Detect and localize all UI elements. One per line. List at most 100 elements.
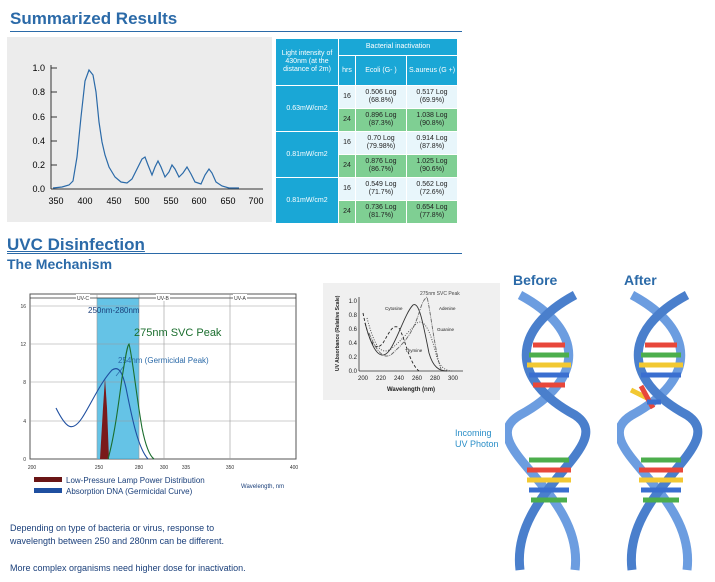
x-tick-label: 260 [412, 376, 423, 382]
y-tick-label: 0.8 [32, 87, 45, 97]
cytosine-label: Cytosine [385, 306, 403, 311]
x-tick-label: 600 [191, 196, 206, 206]
hrs-cell: 16 [338, 177, 356, 201]
saureus-cell: 0.517 Log (69.9%) [406, 85, 458, 109]
ecoli-cell: 0.506 Log (68.8%) [355, 85, 407, 109]
absorbance-chart: 1.0 0.8 0.6 0.4 0.2 0.0 UV Absorbance (R… [323, 283, 500, 400]
lamp-distribution-peak [100, 378, 109, 459]
header-hrs: hrs [338, 55, 356, 86]
y-tick-label: 0.8 [349, 313, 358, 319]
dna-strand [626, 291, 703, 571]
y-tick-label: 4 [23, 419, 26, 425]
x-tick-label: 200 [28, 465, 37, 471]
y-tick-label: 0.4 [32, 136, 45, 146]
x-tick-label: 350 [226, 465, 235, 471]
y-tick-label: 0 [23, 457, 26, 463]
dna-after [617, 291, 703, 571]
y-tick-label: 0.4 [349, 341, 358, 347]
photon-line-1: Incoming [455, 428, 492, 438]
saureus-cell: 1.038 Log (90.8%) [406, 108, 458, 132]
x-tick-label: 700 [248, 196, 263, 206]
spectrum-chart: 1.0 0.8 0.6 0.4 0.2 0.0 350 400 450 500 … [32, 63, 263, 206]
y-tick-label: 8 [23, 380, 26, 386]
x-tick-label: 350 [48, 196, 63, 206]
x-tick-label: 650 [220, 196, 235, 206]
x-tick-label: 250 [95, 465, 104, 471]
absorb-xlabel: Wavelength (nm) [387, 387, 435, 393]
x-tick-label: 450 [106, 196, 121, 206]
before-label: Before [513, 272, 558, 288]
photon-line-2: UV Photon [455, 439, 499, 449]
legend-lamp-swatch [34, 477, 62, 482]
y-tick-label: 16 [20, 304, 26, 310]
absorb-ylabel: UV Absorbance (Relative Scale) [335, 295, 341, 371]
intensity-cell: 0.81mW/cm2 [275, 177, 339, 224]
note-dose: More complex organisms need higher dose … [10, 563, 246, 573]
y-tick-label: 1.0 [349, 299, 358, 305]
thymine-curve [368, 296, 442, 370]
dna-absorption-curve [55, 368, 149, 460]
adenine-label: Adenine [439, 306, 456, 311]
svc-peak-curve [107, 342, 155, 460]
x-tick-label: 500 [134, 196, 149, 206]
section-rule [7, 253, 462, 254]
guanine-curve [366, 317, 454, 372]
ecoli-cell: 0.70 Log (79.98%) [355, 131, 407, 155]
y-tick-label: 1.0 [32, 63, 45, 73]
header-ecoli: Ecoli (G- ) [355, 55, 407, 86]
x-tick-label: 280 [135, 465, 144, 471]
band-uvc-label: UV-C [77, 296, 89, 302]
ecoli-cell: 0.896 Log (87.3%) [355, 108, 407, 132]
legend-dna-label: Absorption DNA (Germicidal Curve) [66, 487, 193, 496]
y-tick-label: 0.6 [32, 112, 45, 122]
x-tick-label: 400 [290, 465, 299, 471]
results-table: Light intensity of 430nm (at the distanc… [275, 38, 458, 224]
adenine-curve [364, 304, 448, 372]
x-tick-label: 300 [448, 376, 459, 382]
header-light-intensity: Light intensity of 430nm (at the distanc… [275, 38, 339, 86]
uv-chart: UV-C UV-B UV-A 250nm-280nm 275nm SVC Pea… [8, 288, 308, 503]
y-tick-label: 0.0 [32, 184, 45, 194]
ecoli-cell: 0.876 Log (86.7%) [355, 154, 407, 178]
note-response: Depending on type of bacteria or virus, … [10, 522, 224, 548]
guanine-label: Guanine [437, 327, 455, 332]
section-subtitle: The Mechanism [7, 256, 113, 272]
section-title-uvc: UVC Disinfection [7, 235, 145, 254]
hrs-cell: 24 [338, 108, 356, 132]
uv-photon-label: Incoming UV Photon [455, 428, 499, 450]
after-label: After [624, 272, 657, 288]
saureus-cell: 0.654 Log (77.8%) [406, 200, 458, 224]
saureus-cell: 0.914 Log (87.8%) [406, 131, 458, 155]
x-tick-label: 240 [394, 376, 405, 382]
legend-dna-swatch [34, 488, 62, 493]
note-line: Depending on type of bacteria or virus, … [10, 523, 215, 533]
y-tick-label: 12 [20, 342, 26, 348]
absorb-peak-label: 275nm SVC Peak [420, 291, 460, 297]
hrs-cell: 24 [338, 154, 356, 178]
spectrum-y-ticks [51, 67, 57, 166]
dna-base-pairs [527, 342, 571, 503]
peak254-label: 254nm (Germicidal Peak) [118, 356, 209, 365]
range-label: 250nm-280nm [88, 306, 140, 315]
uv-xlabel: Wavelength, nm [241, 484, 284, 490]
hrs-cell: 24 [338, 200, 356, 224]
section-title-summarized: Summarized Results [10, 9, 178, 28]
x-tick-label: 220 [376, 376, 387, 382]
x-tick-label: 335 [182, 465, 191, 471]
intensity-cell: 0.81mW/cm2 [275, 131, 339, 178]
cytosine-curve [362, 312, 420, 372]
band-uvb-label: UV-B [157, 296, 169, 302]
x-tick-label: 400 [77, 196, 92, 206]
dna-strand [505, 291, 581, 571]
dna-before [505, 291, 591, 571]
hrs-cell: 16 [338, 85, 356, 109]
x-tick-label: 300 [160, 465, 169, 471]
x-tick-label: 200 [358, 376, 369, 382]
thymine-label: Thymine [405, 348, 423, 353]
saureus-cell: 0.562 Log (72.6%) [406, 177, 458, 201]
x-tick-label: 280 [430, 376, 441, 382]
dna-damaged-base-pairs [629, 342, 683, 503]
header-bacterial: Bacterial inactivation [338, 38, 458, 56]
y-tick-label: 0.2 [32, 160, 45, 170]
section-rule [10, 31, 462, 32]
